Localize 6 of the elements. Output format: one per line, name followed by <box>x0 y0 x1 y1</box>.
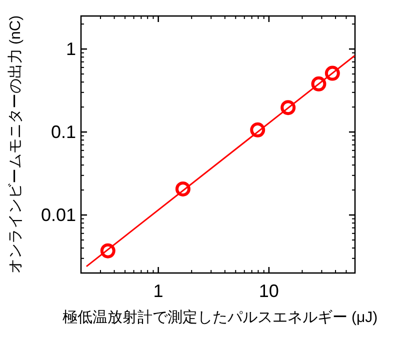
x-tick-label: 10 <box>258 281 279 301</box>
x-axis-title: 極低温放射計で測定したパルスエネルギー (μJ) <box>62 309 378 326</box>
y-tick-label: 0.1 <box>50 122 76 142</box>
y-tick-label: 0.01 <box>40 204 76 225</box>
y-tick-label: 1 <box>66 39 76 60</box>
y-axis-title: オンラインビームモニターの出力 (nC) <box>7 15 24 274</box>
